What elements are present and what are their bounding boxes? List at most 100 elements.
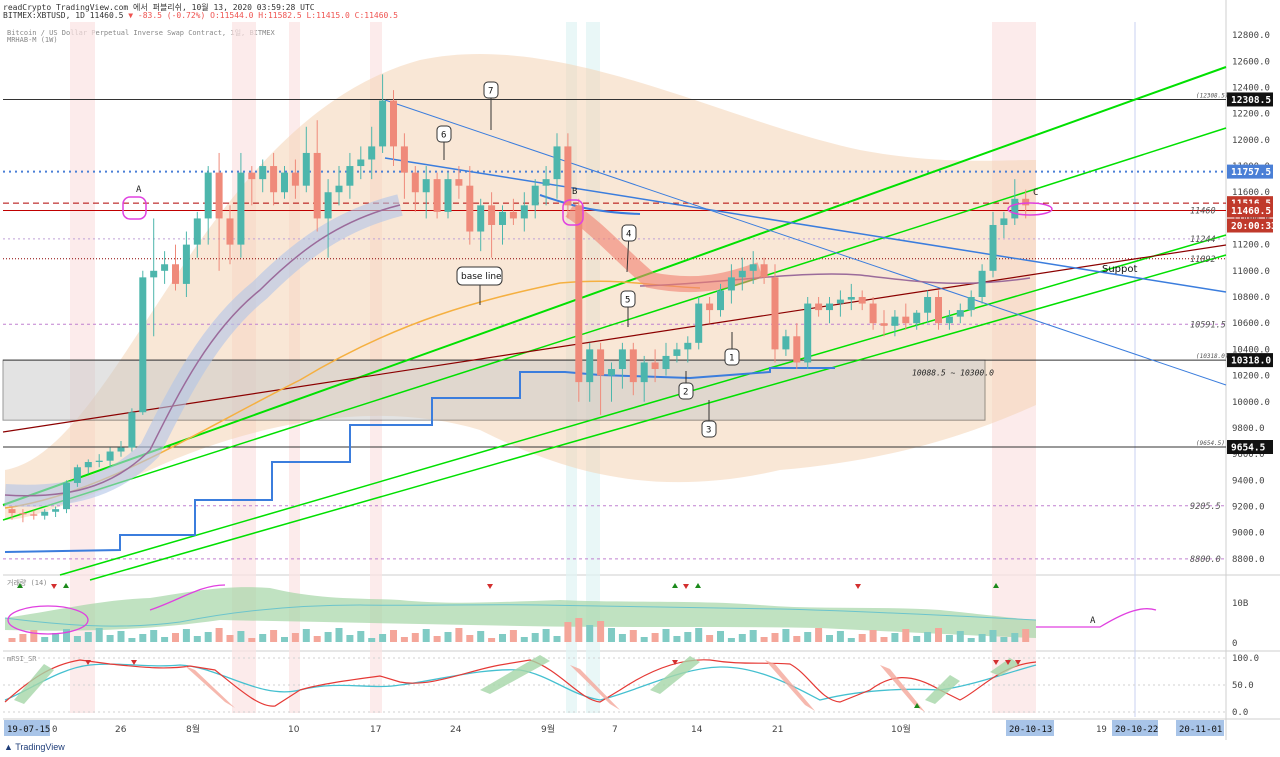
volume-bar	[291, 633, 299, 642]
callout-box	[483, 81, 499, 99]
volume-bar	[259, 634, 267, 642]
candle-body	[597, 349, 605, 376]
date-tick-label: 17	[370, 725, 381, 735]
volume-bar	[924, 632, 932, 642]
volume-bar	[237, 631, 245, 642]
candle-body	[553, 146, 561, 180]
volume-bar	[847, 638, 855, 642]
price-tick-label: 12400.0	[1232, 83, 1270, 93]
candle-body	[499, 211, 506, 225]
price-tick-label: 10200.0	[1232, 372, 1270, 382]
rsi-label: mRSI_SR	[7, 655, 37, 663]
candle-body	[760, 264, 768, 278]
date-tick-label: 26	[115, 725, 127, 735]
rsi-fill	[14, 664, 54, 704]
price-tick-label: 9400.0	[1232, 476, 1265, 486]
level-note: (9654.5)	[1196, 440, 1225, 447]
volume-bar	[956, 631, 964, 642]
volume-bar	[542, 629, 550, 642]
volume-bar	[226, 635, 234, 642]
volume-bar	[368, 638, 376, 642]
candle-body	[466, 185, 474, 232]
callout-number: 1	[729, 354, 734, 364]
volume-bar	[302, 629, 310, 642]
candle-body	[335, 185, 343, 193]
candle-body	[379, 100, 387, 147]
price-label-text: 11460.5	[1231, 206, 1271, 217]
candle-body	[913, 312, 921, 324]
price-label-box	[1227, 203, 1273, 218]
volume-bar	[390, 630, 397, 642]
candle-body	[531, 185, 539, 206]
volume-bar	[760, 637, 768, 642]
price-label-text: 12308.5	[1231, 95, 1271, 106]
buy-signal-arrow	[914, 703, 920, 708]
candle-body	[390, 100, 397, 147]
candle-body	[477, 205, 485, 232]
date-tick-label: 14	[691, 725, 703, 735]
callout-box	[678, 382, 694, 400]
volume-bar	[128, 638, 136, 642]
volume-bar	[651, 633, 659, 642]
volume-bar	[738, 634, 746, 642]
candle-body	[869, 303, 877, 324]
candle-body	[727, 277, 735, 291]
volume-bar	[19, 634, 27, 642]
candle-body	[259, 166, 267, 180]
candle-body	[717, 290, 724, 311]
candle-body	[19, 513, 27, 515]
volume-bar	[717, 631, 724, 642]
level-note: 11244	[1190, 235, 1216, 245]
candle-body	[172, 264, 179, 284]
volume-bar	[935, 628, 942, 642]
volume-bar	[117, 631, 125, 642]
rsi-fill	[880, 665, 925, 712]
candle-body	[706, 303, 714, 311]
volume-bar	[662, 629, 670, 642]
rsi-fill	[990, 658, 1020, 676]
volume-bar	[684, 632, 692, 642]
sell-signal-arrow	[1005, 660, 1011, 665]
rsi-fill	[480, 655, 550, 694]
volume-bar	[1000, 637, 1008, 642]
volume-bar	[73, 636, 81, 642]
volume-bar	[313, 636, 321, 642]
candle-body	[63, 482, 70, 510]
candle-body	[684, 342, 692, 350]
volume-bar	[139, 634, 147, 642]
price-tick-label: 11000.0	[1232, 267, 1270, 277]
price-tick-label: 9200.0	[1232, 503, 1265, 513]
candle-body	[161, 264, 169, 271]
volume-bar	[520, 637, 528, 642]
callout-number: 3	[706, 426, 711, 436]
ohlc-values: O:11544.0 H:11582.5 L:11415.0 C:11460.5	[210, 11, 398, 20]
candle-body	[640, 362, 648, 383]
trend-line	[2, 244, 1227, 433]
candle-body	[891, 316, 899, 326]
publish-info: readCrypto TradingView.com 에서 퍼블리쉬, 10월 …	[3, 3, 315, 12]
date-box-label: 20-11-01	[1179, 725, 1222, 735]
volume-bar	[357, 631, 365, 642]
volume-bar	[488, 638, 496, 642]
candle-body	[509, 211, 517, 219]
volume-bar	[902, 629, 910, 642]
date-tick-label: 7	[612, 725, 618, 735]
price-label-text: 10318.0	[1231, 356, 1271, 367]
candle-body	[1011, 198, 1019, 219]
symbol-ohlc-line: BITMEX:XBTUSD, 1D 11460.5 ▼ -83.5 (-0.72…	[3, 11, 398, 20]
price-tick-label: 11200.0	[1232, 241, 1270, 251]
rsi-tick: 0.0	[1232, 708, 1248, 718]
date-tick-label: 10	[288, 725, 300, 735]
volume-bar	[106, 635, 114, 642]
rsi-fill	[925, 675, 960, 704]
countdown-text: 20:00:33	[1231, 221, 1277, 232]
volume-bar	[608, 628, 615, 642]
volume-bar	[640, 637, 648, 642]
volume-bar	[1011, 633, 1019, 642]
rsi-fill	[570, 665, 620, 710]
volume-note: A	[1090, 616, 1096, 626]
rsi-fill	[765, 660, 815, 711]
volume-ma	[4, 604, 1037, 627]
price-change: ▼ -83.5 (-0.72%)	[128, 11, 206, 20]
